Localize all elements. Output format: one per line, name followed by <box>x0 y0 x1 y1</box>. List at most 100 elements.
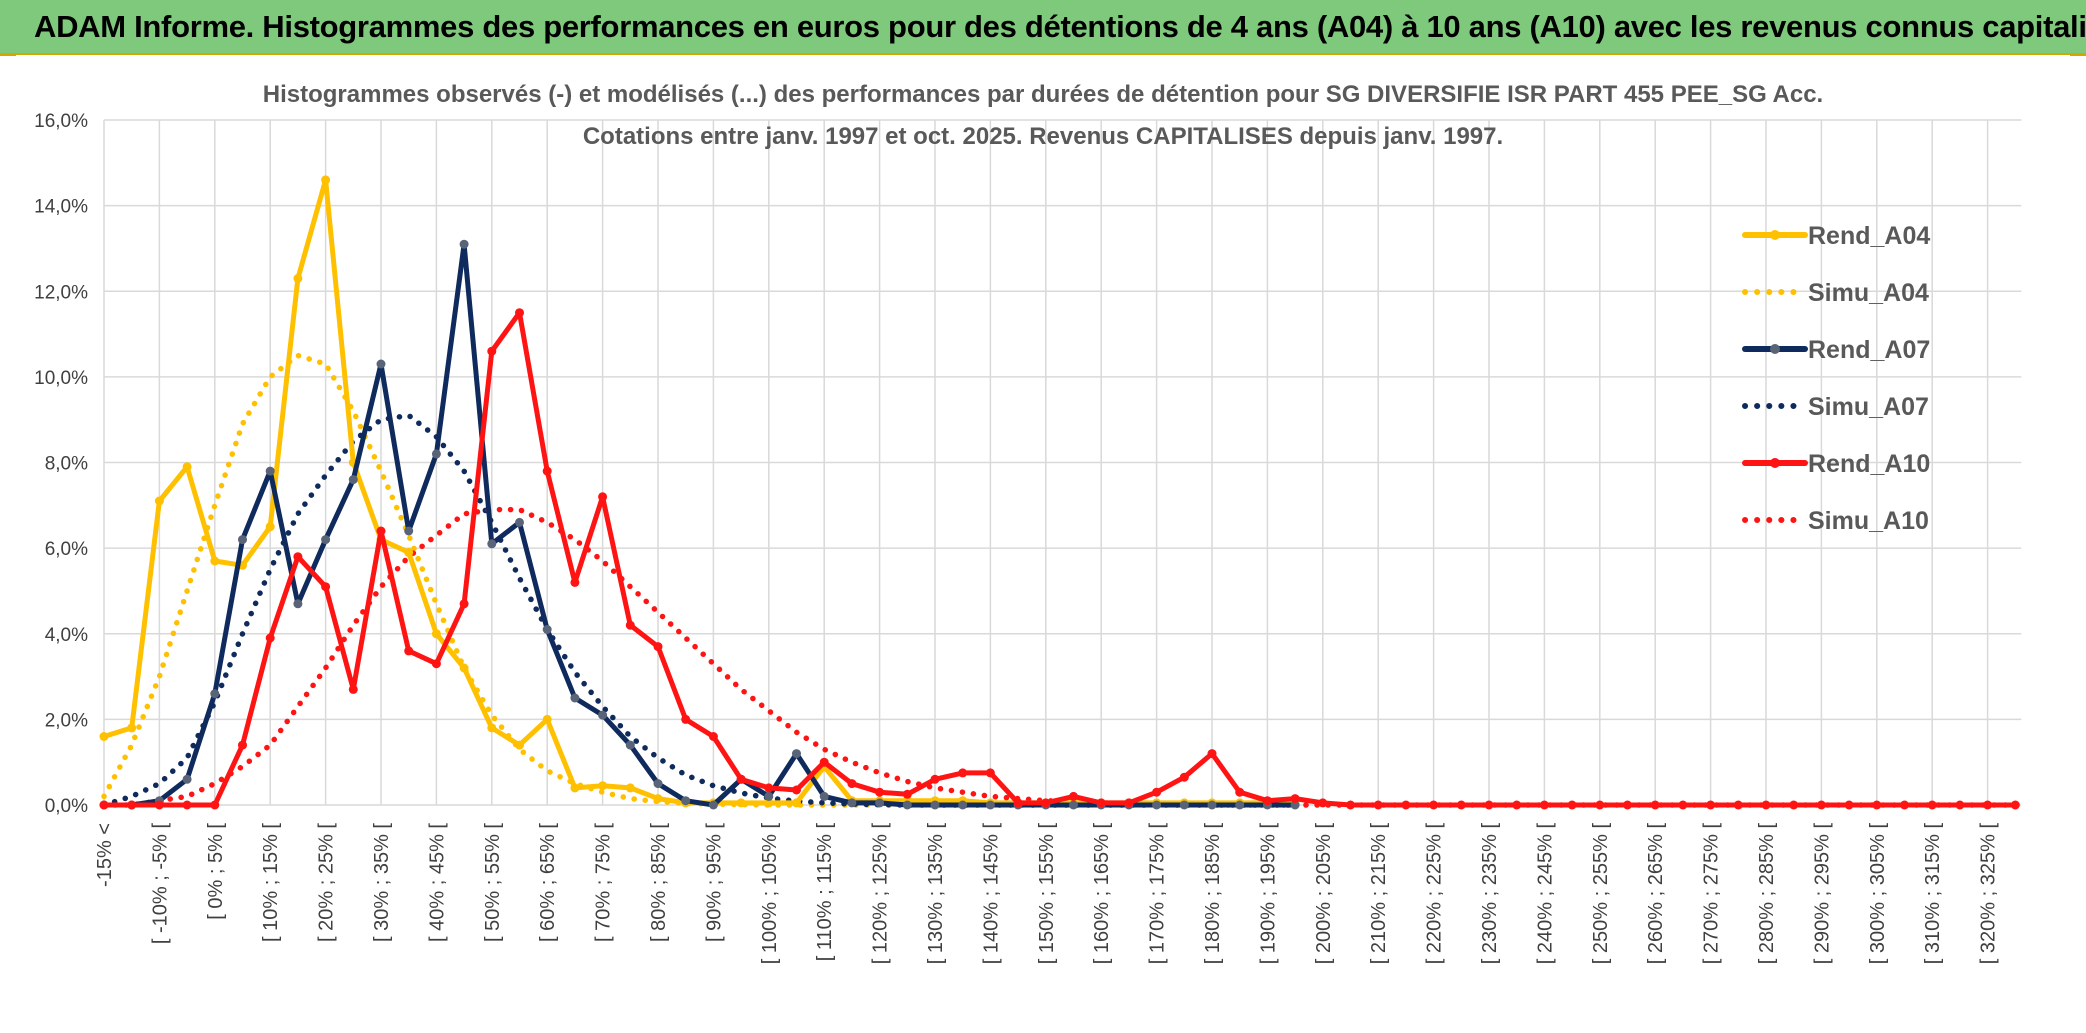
data-point-rend_a07 <box>1179 800 1189 810</box>
x-tick-label: [ 280% ; 285% [ <box>1756 823 1778 965</box>
histogram-chart: Histogrammes observés (-) et modélisés (… <box>34 81 2022 965</box>
data-point-rend_a07 <box>348 475 358 485</box>
x-tick-label: [ 160% ; 165% [ <box>1091 823 1113 965</box>
legend-label: Rend_A07 <box>1808 336 1930 364</box>
data-point-rend_a10 <box>1678 800 1688 810</box>
data-point-rend_a07 <box>653 779 663 789</box>
data-point-rend_a10 <box>238 740 247 750</box>
data-point-rend_a07 <box>376 359 386 369</box>
data-point-rend_a07 <box>570 693 580 703</box>
data-point-rend_a10 <box>1069 791 1078 801</box>
x-tick-label: [ 270% ; 275% [ <box>1701 823 1723 965</box>
data-point-rend_a10 <box>1484 800 1494 810</box>
data-point-rend_a10 <box>1844 800 1854 810</box>
data-point-rend_a10 <box>1927 800 1937 810</box>
chart-title-line2: Cotations entre janv. 1997 et oct. 2025.… <box>583 123 1503 150</box>
data-point-rend_a10 <box>515 308 524 318</box>
data-point-rend_a04 <box>764 798 774 808</box>
data-point-rend_a10 <box>1900 800 1909 810</box>
data-point-rend_a10 <box>1650 800 1660 810</box>
data-point-rend_a10 <box>1207 749 1217 759</box>
data-point-rend_a10 <box>1706 800 1716 810</box>
data-point-rend_a04 <box>127 723 137 733</box>
data-point-rend_a10 <box>2010 800 2020 810</box>
data-point-rend_a07 <box>625 740 635 750</box>
data-point-rend_a07 <box>210 689 220 699</box>
data-point-rend_a10 <box>487 346 497 356</box>
data-point-rend_a04 <box>99 732 109 741</box>
data-point-rend_a10 <box>1456 800 1466 810</box>
x-tick-label: [ 30% ; 35% [ <box>371 823 393 942</box>
data-point-rend_a10 <box>1152 787 1162 797</box>
data-point-rend_a04 <box>404 547 414 557</box>
x-tick-label: [ 250% ; 255% [ <box>1590 823 1612 965</box>
x-tick-label: [ 90% ; 95% [ <box>703 823 725 942</box>
data-point-rend_a07 <box>708 800 718 810</box>
legend-marker <box>1770 344 1780 354</box>
data-point-rend_a10 <box>1595 800 1605 810</box>
data-point-rend_a04 <box>736 798 746 808</box>
data-point-rend_a10 <box>1955 800 1965 810</box>
x-tick-label: [ 10% ; 15% [ <box>260 823 282 942</box>
x-tick-label: -15% < <box>94 823 116 887</box>
x-tick-label: [ 220% ; 225% [ <box>1424 823 1446 965</box>
x-tick-label: [ 200% ; 205% [ <box>1313 823 1335 965</box>
data-point-rend_a10 <box>708 732 718 741</box>
x-tick-label: [ 40% ; 45% [ <box>426 823 448 942</box>
x-tick-label: [ 0% ; 5% [ <box>205 823 227 920</box>
series-line-rend_a10 <box>101 310 2018 808</box>
data-point-rend_a10 <box>875 787 885 797</box>
series-line-simu_a10 <box>101 506 2019 808</box>
data-point-rend_a10 <box>653 642 663 652</box>
data-point-rend_a10 <box>985 768 995 778</box>
data-point-rend_a04 <box>598 781 608 791</box>
data-point-rend_a10 <box>99 800 109 810</box>
legend-marker <box>1770 230 1780 240</box>
data-point-rend_a10 <box>127 800 137 810</box>
data-point-rend_a07 <box>764 791 774 801</box>
x-tick-label: [ 170% ; 175% [ <box>1147 823 1169 965</box>
data-point-rend_a10 <box>265 633 275 643</box>
x-tick-label: [ 320% ; 325% [ <box>1978 823 2000 965</box>
data-point-rend_a10 <box>1789 800 1799 810</box>
data-point-rend_a07 <box>265 466 275 476</box>
data-point-rend_a10 <box>1041 798 1051 808</box>
data-point-rend_a07 <box>1069 800 1078 810</box>
x-tick-label: [ 240% ; 245% [ <box>1534 823 1556 965</box>
data-point-rend_a07 <box>902 800 912 810</box>
x-tick-label: [ 100% ; 105% [ <box>759 823 781 965</box>
x-tick-label: [ 110% ; 115% [ <box>814 823 836 962</box>
series-line-rend_a07 <box>101 241 1298 808</box>
x-tick-label: [ 50% ; 55% [ <box>482 823 504 942</box>
data-point-rend_a10 <box>542 466 552 476</box>
data-point-rend_a10 <box>376 526 386 536</box>
data-point-rend_a10 <box>1290 794 1300 804</box>
y-tick-label: 4,0% <box>45 625 88 646</box>
data-point-rend_a10 <box>570 577 580 587</box>
data-point-rend_a10 <box>321 582 331 592</box>
y-tick-label: 10,0% <box>34 368 88 389</box>
data-point-rend_a10 <box>1761 800 1771 810</box>
data-point-rend_a04 <box>515 740 524 750</box>
series-line-simu_a07 <box>101 412 1298 808</box>
data-point-rend_a10 <box>930 774 940 784</box>
data-point-rend_a04 <box>542 714 552 724</box>
x-tick-label: [ 120% ; 125% [ <box>870 823 892 965</box>
data-point-rend_a04 <box>293 273 303 283</box>
data-point-rend_a10 <box>1539 800 1549 810</box>
data-point-rend_a04 <box>265 522 275 532</box>
y-tick-label: 6,0% <box>45 539 88 560</box>
data-point-rend_a04 <box>210 556 220 566</box>
data-point-rend_a10 <box>958 768 968 778</box>
x-tick-label: [ 60% ; 65% [ <box>537 823 559 942</box>
data-point-rend_a10 <box>1733 800 1743 810</box>
data-point-rend_a10 <box>681 714 691 724</box>
data-point-rend_a04 <box>625 783 635 793</box>
x-tick-label: [ 230% ; 235% [ <box>1479 823 1501 965</box>
series-layer <box>99 175 2020 810</box>
legend-label: Simu_A07 <box>1808 393 1929 421</box>
data-point-rend_a10 <box>1235 787 1245 797</box>
grid <box>103 119 2022 806</box>
data-point-rend_a10 <box>1429 800 1439 810</box>
y-tick-label: 14,0% <box>34 197 88 218</box>
